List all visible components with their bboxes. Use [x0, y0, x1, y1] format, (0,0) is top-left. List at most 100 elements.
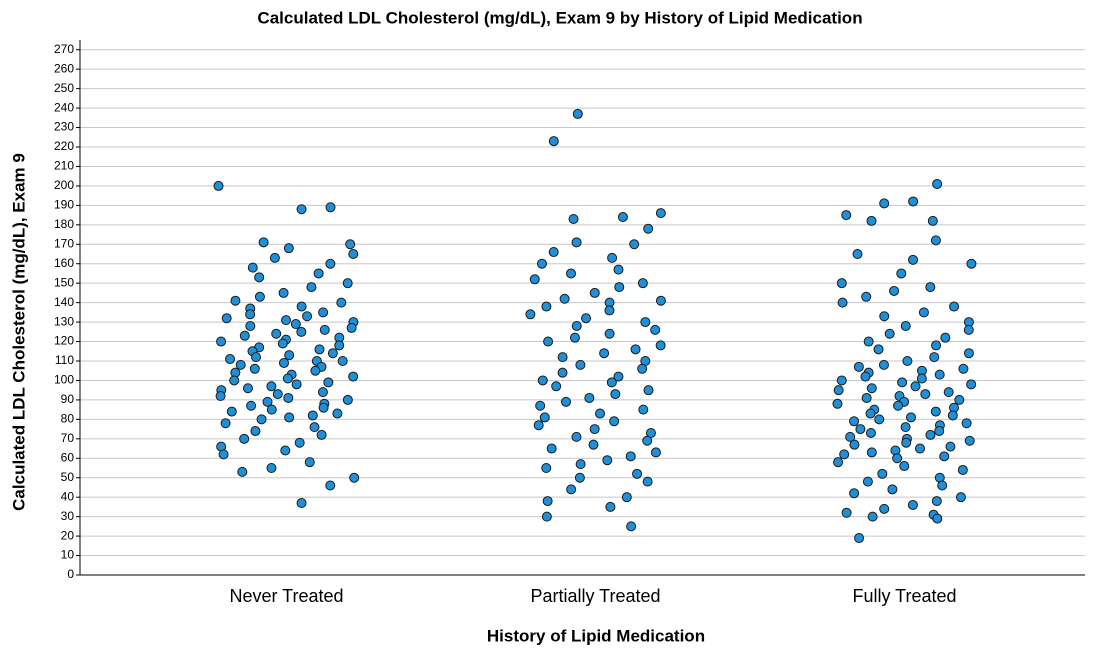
- point: [957, 464, 968, 475]
- point: [655, 340, 666, 351]
- point: [334, 340, 345, 351]
- point: [867, 511, 878, 522]
- point: [915, 443, 926, 454]
- point: [310, 365, 321, 376]
- point: [650, 324, 661, 335]
- y-tick-label: 270: [54, 42, 74, 56]
- point: [541, 463, 552, 473]
- point: [249, 363, 260, 374]
- point: [879, 198, 890, 209]
- y-tick-label: 70: [61, 431, 75, 445]
- point: [893, 400, 904, 411]
- point: [841, 210, 852, 221]
- point: [571, 320, 582, 331]
- point: [325, 202, 336, 213]
- point: [833, 385, 844, 396]
- point: [266, 381, 277, 392]
- point: [650, 447, 661, 458]
- y-tick-label: 180: [54, 217, 74, 231]
- point: [866, 447, 877, 458]
- point: [629, 239, 640, 250]
- point: [642, 435, 653, 446]
- point: [337, 356, 348, 366]
- point: [841, 507, 852, 518]
- point: [284, 412, 295, 423]
- point: [916, 373, 927, 384]
- point: [251, 352, 262, 363]
- point: [557, 352, 568, 363]
- point: [630, 344, 641, 355]
- point: [931, 496, 942, 507]
- point: [571, 431, 582, 442]
- point: [346, 322, 357, 333]
- point: [910, 381, 921, 392]
- point: [643, 385, 654, 396]
- point: [258, 237, 269, 248]
- y-tick-label: 80: [61, 412, 75, 426]
- point: [575, 359, 586, 370]
- point: [637, 278, 648, 289]
- point: [307, 410, 318, 421]
- point: [306, 282, 317, 293]
- y-tick-label: 110: [55, 353, 74, 367]
- point: [332, 408, 343, 419]
- point: [319, 324, 330, 335]
- point: [575, 459, 586, 470]
- x-axis-label: History of Lipid Medication: [487, 626, 705, 645]
- x-tick-label: Never Treated: [229, 586, 343, 606]
- point: [266, 404, 277, 415]
- y-tick-label: 10: [61, 548, 75, 562]
- point: [560, 396, 571, 407]
- point: [954, 394, 965, 405]
- point: [342, 278, 353, 289]
- point: [543, 336, 554, 347]
- y-tick-label: 250: [54, 81, 74, 95]
- point: [932, 513, 943, 524]
- point: [897, 377, 908, 388]
- point: [541, 301, 552, 312]
- point: [533, 420, 544, 431]
- point: [309, 422, 320, 433]
- point: [237, 466, 248, 477]
- point: [218, 449, 229, 460]
- point: [836, 278, 847, 289]
- y-tick-label: 260: [54, 61, 74, 75]
- point: [607, 252, 618, 263]
- point: [574, 472, 585, 483]
- point: [283, 392, 294, 403]
- point: [316, 429, 327, 440]
- point: [323, 377, 334, 388]
- y-tick-label: 30: [61, 509, 75, 523]
- point: [296, 301, 307, 312]
- point: [246, 400, 257, 411]
- point: [296, 498, 307, 509]
- point: [852, 249, 863, 259]
- point: [272, 389, 283, 400]
- point: [640, 317, 651, 328]
- point: [884, 328, 895, 339]
- point: [855, 424, 866, 435]
- point: [215, 391, 226, 402]
- point: [220, 418, 231, 429]
- point: [955, 492, 966, 503]
- point: [541, 511, 552, 522]
- point: [280, 445, 291, 456]
- point: [866, 383, 877, 394]
- point: [599, 348, 610, 359]
- point: [548, 136, 559, 147]
- point: [239, 330, 250, 341]
- point: [929, 352, 940, 363]
- point: [832, 398, 843, 409]
- point: [229, 375, 240, 386]
- point: [638, 404, 649, 415]
- point: [845, 431, 856, 442]
- point: [907, 499, 918, 510]
- point: [947, 410, 958, 421]
- y-tick-label: 50: [61, 470, 75, 484]
- point: [879, 503, 890, 514]
- point: [901, 437, 912, 448]
- point: [313, 268, 324, 279]
- point: [943, 387, 954, 398]
- point: [637, 363, 648, 374]
